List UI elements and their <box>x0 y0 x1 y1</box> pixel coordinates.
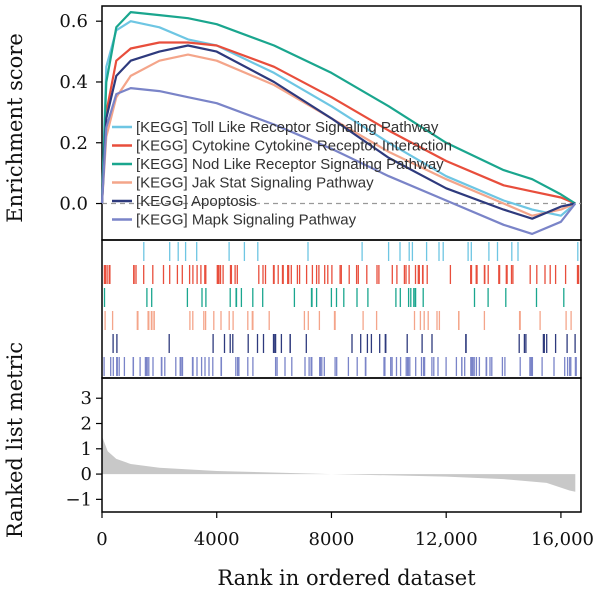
axis-labels: 0 4000 8000 12,000 16,000 Rank in ordered dat… <box>3 33 594 590</box>
es-line-2 <box>100 11 576 205</box>
x-tick-label: 12,000 <box>415 529 478 550</box>
es-ytick-label: 0.2 <box>59 133 88 154</box>
metric-frame <box>101 377 582 513</box>
enrichment-score-panel: 0.0 0.2 0.4 0.6 <box>59 5 582 241</box>
es-y-axis-title: Enrichment score <box>3 33 27 223</box>
x-tick-label: 8000 <box>309 529 355 550</box>
legend: [KEGG] Toll Like Receptor Signaling Path… <box>112 119 452 229</box>
legend-label-4: [KEGG] Apoptosis <box>136 193 257 210</box>
legend-label-0: [KEGG] Toll Like Receptor Signaling Path… <box>136 119 439 136</box>
legend-label-3: [KEGG] Jak Stat Signaling Pathway <box>136 175 374 192</box>
x-tick-label: 4000 <box>194 529 240 550</box>
metric-y-axis-title: Ranked list metric <box>3 342 27 538</box>
x-axis-title: Rank in ordered dataset <box>217 566 476 590</box>
es-ytick-label: 0.0 <box>59 194 88 215</box>
x-tick-label: 16,000 <box>531 529 594 550</box>
metric-ytick-label: 3 <box>81 388 92 409</box>
hit-strips-panel <box>101 239 582 379</box>
es-ytick-label: 0.6 <box>59 11 88 32</box>
es-line-3 <box>100 53 576 217</box>
legend-label-1: [KEGG] Cytokine Cytokine Receptor Intera… <box>136 138 452 155</box>
metric-area <box>102 436 576 492</box>
es-line-5 <box>100 86 577 235</box>
es-line-4 <box>100 44 576 220</box>
hits-frame <box>101 239 582 379</box>
legend-label-2: [KEGG] Nod Like Receptor Signaling Pathw… <box>136 156 444 173</box>
es-line-0 <box>100 20 577 217</box>
metric-ytick-label: 2 <box>81 414 92 435</box>
metric-ytick-label: 0 <box>81 464 92 485</box>
metric-ytick-label: 1 <box>81 439 92 460</box>
x-tick-label: 0 <box>96 529 107 550</box>
ranked-metric-panel: −1 0 1 2 3 <box>65 377 582 513</box>
legend-label-5: [KEGG] Mapk Signaling Pathway <box>136 212 357 229</box>
es-ytick-label: 0.4 <box>59 72 88 93</box>
metric-ytick-label: −1 <box>65 489 92 510</box>
es-line-1 <box>100 41 576 205</box>
